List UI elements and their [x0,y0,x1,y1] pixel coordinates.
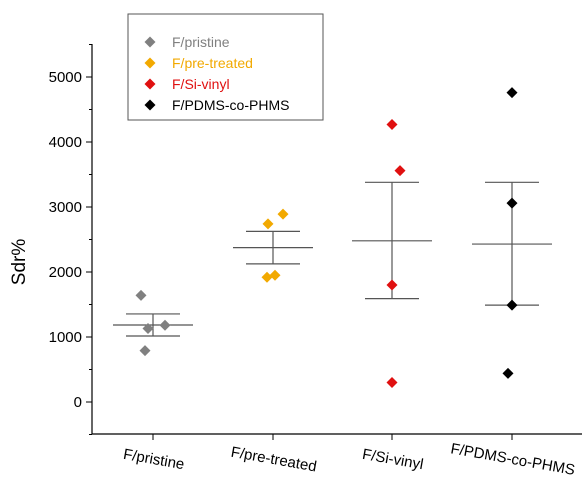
legend-label: F/pre-treated [172,55,253,71]
legend-marker [144,78,156,90]
y-tick-label: 1000 [49,329,82,346]
data-point [142,323,154,335]
y-tick-label: 4000 [49,134,82,151]
y-tick-label: 0 [74,394,82,411]
error-bar-group [113,313,193,337]
data-point [386,377,398,388]
y-axis-title: Sdr% [9,239,30,286]
legend-box [127,13,324,121]
data-point [262,218,274,230]
data-point [506,197,518,209]
x-tick-label: F/pristine [122,446,186,473]
data-point [277,208,289,220]
legend-marker [144,57,156,69]
data-point [394,165,406,177]
data-point [135,289,147,301]
data-point [386,279,398,291]
x-tick-label: F/pre-treated [230,444,318,476]
legend-marker [144,36,156,48]
x-tick-label: F/PDMS-co-PHMS [449,440,576,479]
legend-marker [144,99,156,111]
mean-error-bars [113,181,552,337]
y-tick-label: 5000 [49,69,82,86]
data-point [269,269,281,281]
legend-label: F/PDMS-co-PHMS [172,97,289,113]
data-point [139,345,151,357]
data-point [506,87,518,99]
data-point [506,299,518,311]
legend: F/pristine F/pre-treated F/Si-vinyl F/PDMS-… [127,13,324,121]
error-bar-group [352,181,432,300]
y-tick-label: 2000 [49,264,82,281]
x-tick-label: F/Si-vinyl [361,446,425,473]
error-bar-group [233,230,313,265]
data-point [502,367,514,379]
y-tick-label: 3000 [49,199,82,216]
data-point [386,118,398,130]
legend-label: F/pristine [172,34,230,50]
data-point [261,271,273,283]
data-point [159,319,171,331]
legend-label: F/Si-vinyl [172,76,230,92]
data-points [135,87,518,388]
